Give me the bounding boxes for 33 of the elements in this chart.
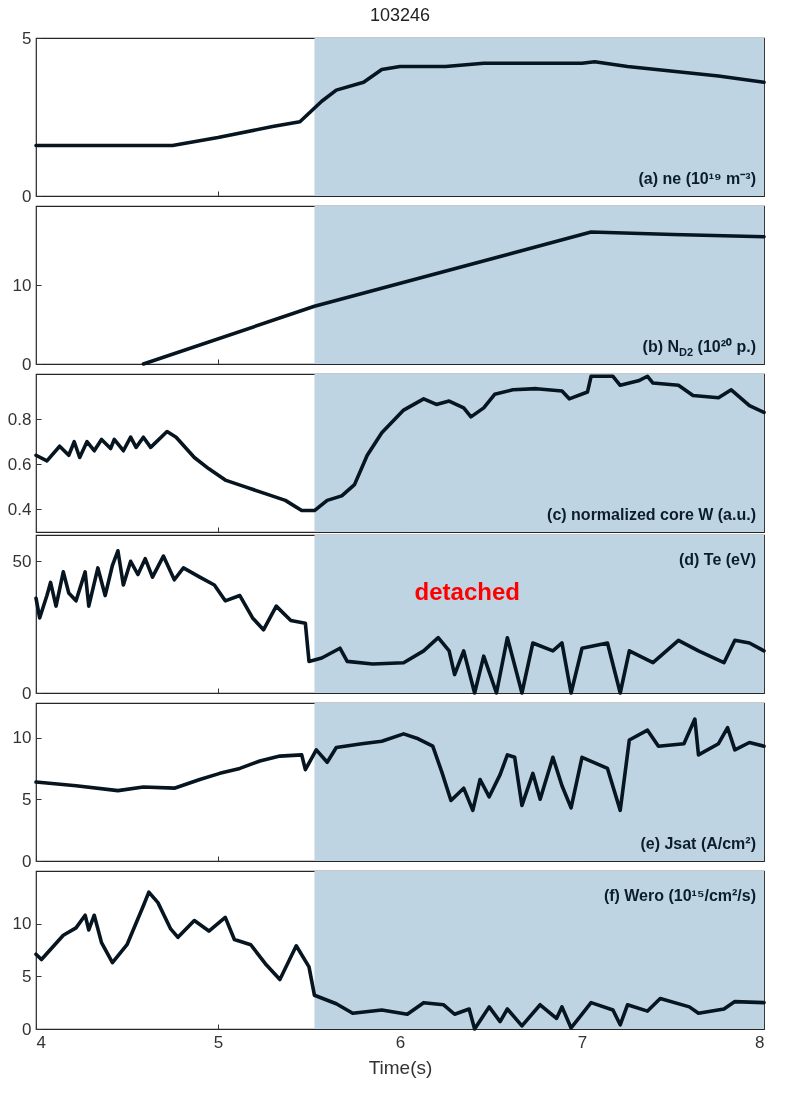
y-tick-label: 50 xyxy=(12,551,32,571)
y-tick-label: 0.4 xyxy=(7,499,32,519)
annotation: (f) Wero (10¹⁵/cm²/s) xyxy=(603,887,756,904)
line-series xyxy=(34,717,766,813)
y-tick-label: 10 xyxy=(12,275,32,295)
x-tick-label: 6 xyxy=(395,1032,406,1052)
annotation: (a) ne (10¹⁹ m⁻³) xyxy=(638,170,757,187)
y-tick-label: 0 xyxy=(22,851,32,871)
y-tick-label: 0.6 xyxy=(7,454,32,474)
y-tick-label: 0.8 xyxy=(7,409,32,429)
y-tick-label: 0 xyxy=(22,354,32,374)
y-tick-label: 0 xyxy=(22,1019,32,1039)
annotation: (e) Jsat (A/cm²) xyxy=(640,835,756,852)
line-series xyxy=(34,59,766,148)
line-series xyxy=(34,890,766,1031)
line-series xyxy=(34,549,766,695)
y-tick-label: 10 xyxy=(12,728,32,748)
y-tick-label: 5 xyxy=(22,28,32,48)
chart-title: 103246 xyxy=(369,5,431,25)
y-tick-label: 5 xyxy=(22,789,32,809)
x-tick-label: 4 xyxy=(36,1032,46,1052)
y-tick-label: 5 xyxy=(22,966,32,986)
band-label: detached xyxy=(414,578,520,606)
y-tick-label: 10 xyxy=(12,914,32,934)
y-tick-label: 0 xyxy=(22,683,32,703)
y-tick-label: 0 xyxy=(22,186,32,206)
x-tick-label: 5 xyxy=(213,1032,224,1052)
x-axis-title: Time(s) xyxy=(368,1056,433,1078)
line-series xyxy=(141,230,766,366)
annotation: (d) Te (eV) xyxy=(678,551,756,568)
annotation: (c) normalized core W (a.u.) xyxy=(547,506,757,523)
x-tick-label: 7 xyxy=(577,1032,588,1052)
x-tick-label: 8 xyxy=(755,1032,765,1052)
